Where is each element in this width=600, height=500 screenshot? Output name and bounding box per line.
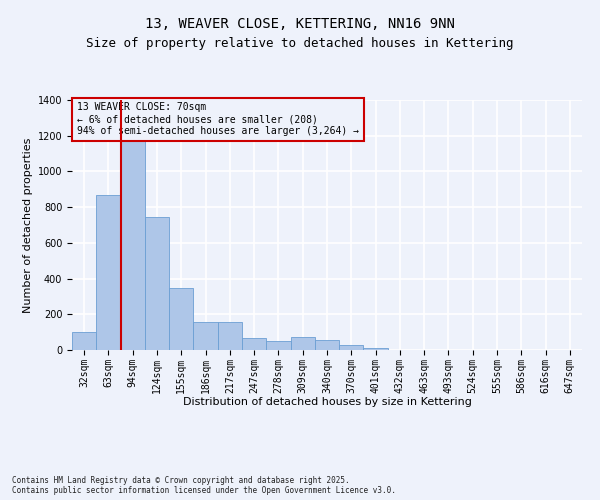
Bar — [290, 336, 315, 350]
Bar — [218, 322, 242, 350]
Bar — [72, 332, 96, 350]
Bar — [339, 344, 364, 350]
Bar — [145, 217, 169, 350]
Y-axis label: Number of detached properties: Number of detached properties — [23, 138, 34, 312]
Bar — [96, 194, 121, 350]
Bar — [364, 348, 388, 350]
Text: 13, WEAVER CLOSE, KETTERING, NN16 9NN: 13, WEAVER CLOSE, KETTERING, NN16 9NN — [145, 18, 455, 32]
Text: 13 WEAVER CLOSE: 70sqm
← 6% of detached houses are smaller (208)
94% of semi-det: 13 WEAVER CLOSE: 70sqm ← 6% of detached … — [77, 102, 359, 136]
Text: Size of property relative to detached houses in Kettering: Size of property relative to detached ho… — [86, 38, 514, 51]
Bar — [242, 338, 266, 350]
Bar — [266, 341, 290, 350]
Bar — [193, 322, 218, 350]
Bar — [169, 288, 193, 350]
X-axis label: Distribution of detached houses by size in Kettering: Distribution of detached houses by size … — [182, 397, 472, 407]
Text: Contains HM Land Registry data © Crown copyright and database right 2025.
Contai: Contains HM Land Registry data © Crown c… — [12, 476, 396, 495]
Bar — [315, 340, 339, 350]
Bar — [121, 141, 145, 350]
